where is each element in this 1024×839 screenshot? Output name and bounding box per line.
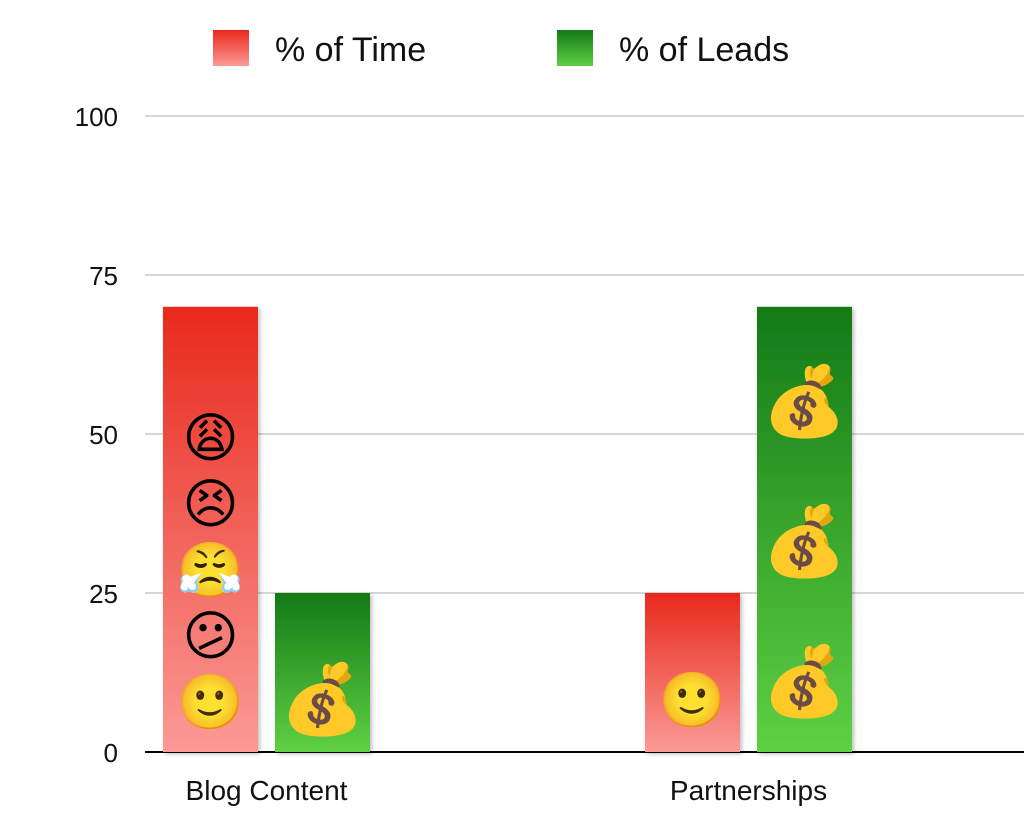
y-tick-label: 100 xyxy=(75,102,118,132)
slightly-smiling-face-icon: 🙂 xyxy=(177,671,244,734)
confused-face-icon: 😕 xyxy=(182,605,238,668)
legend-swatch-leads xyxy=(557,30,593,66)
legend-swatch-time xyxy=(213,30,249,66)
y-tick-label: 75 xyxy=(89,261,118,291)
money-bag-icon: 💰 xyxy=(762,643,847,722)
y-tick-label: 25 xyxy=(89,579,118,609)
weary-face-icon: 😩 xyxy=(182,407,238,470)
money-bag-icon: 💰 xyxy=(280,661,365,740)
bar-leads-blog-content xyxy=(275,593,370,752)
legend: % of Time % of Leads xyxy=(213,30,789,69)
slightly-smiling-face-icon: 🙂 xyxy=(659,669,726,732)
y-axis: 0 25 50 75 100 xyxy=(75,102,118,768)
x-category-label: Blog Content xyxy=(186,775,348,806)
bar-leads-partnerships xyxy=(757,306,852,752)
legend-label-time: % of Time xyxy=(275,31,426,69)
bar-time-blog-content xyxy=(163,306,258,752)
bar-icons: 🙂😕😤😣😩💰 🙂 💰💰💰 xyxy=(177,363,847,740)
bars xyxy=(163,306,852,752)
legend-label-leads: % of Leads xyxy=(619,31,789,69)
x-category-label: Partnerships xyxy=(670,775,827,806)
persevering-face-icon: 😣 xyxy=(182,473,238,536)
y-tick-label: 0 xyxy=(104,738,118,768)
x-axis: Blog Content Partnerships xyxy=(186,775,828,806)
steaming-face-icon: 😤 xyxy=(177,539,244,602)
bar-time-partnerships xyxy=(645,593,740,752)
y-tick-label: 50 xyxy=(89,420,118,450)
money-bag-icon: 💰 xyxy=(762,503,847,582)
money-bag-icon: 💰 xyxy=(762,363,847,442)
